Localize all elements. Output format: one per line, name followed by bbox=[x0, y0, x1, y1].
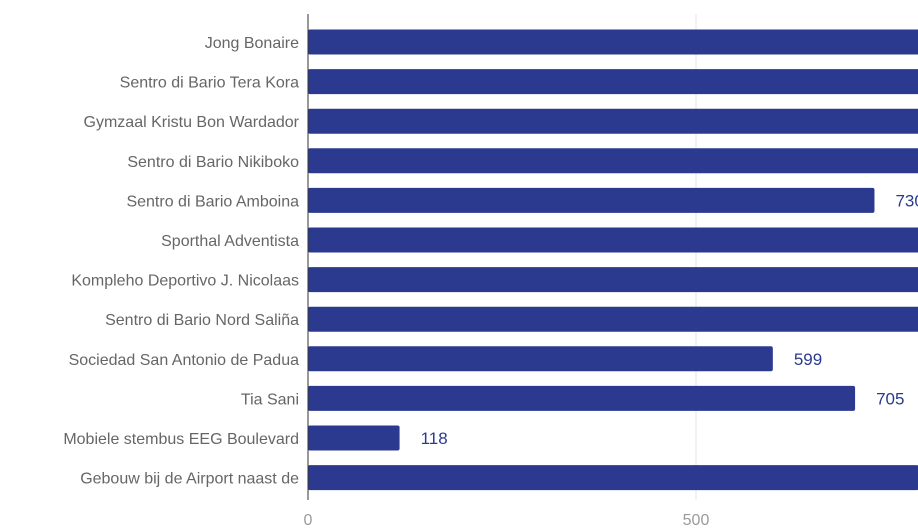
category-label-0: Jong Bonaire bbox=[205, 35, 299, 52]
bar-9 bbox=[308, 385, 856, 411]
category-label-1: Sentro di Bario Tera Kora bbox=[120, 75, 299, 92]
category-label-10: Mobiele stembus EEG Boulevard bbox=[63, 431, 299, 448]
category-label-6: Kompleho Deportivo J. Nicolaas bbox=[71, 273, 299, 290]
x-tick-label-0: 0 bbox=[304, 512, 313, 529]
bar-3 bbox=[308, 148, 918, 174]
category-label-3: Sentro di Bario Nikiboko bbox=[127, 154, 299, 171]
category-label-8: Sociedad San Antonio de Padua bbox=[69, 352, 300, 369]
gridlines bbox=[695, 14, 697, 500]
bar-2 bbox=[308, 108, 918, 134]
x-tick-label-1: 500 bbox=[683, 512, 710, 529]
bar-6 bbox=[308, 267, 918, 293]
bar-0 bbox=[308, 29, 918, 55]
category-label-7: Sentro di Bario Nord Saliña bbox=[105, 312, 299, 329]
bar-5 bbox=[308, 227, 918, 253]
category-labels: Jong Bonaire Sentro di Bario Tera Kora Gym… bbox=[63, 35, 299, 488]
value-label-10: 118 bbox=[421, 429, 448, 448]
category-label-11: Gebouw bij de Airport naast de bbox=[80, 471, 299, 488]
category-label-2: Gymzaal Kristu Bon Wardador bbox=[84, 114, 300, 131]
value-label-8: 599 bbox=[794, 350, 822, 369]
category-label-9: Tia Sani bbox=[241, 391, 299, 408]
bar-4 bbox=[308, 187, 875, 213]
value-label-4: 730 bbox=[895, 191, 918, 210]
value-labels: 1.2879988891.0047307981.3931.18059970511… bbox=[421, 191, 918, 448]
bar-1 bbox=[308, 69, 918, 95]
value-label-9: 705 bbox=[876, 389, 904, 408]
category-label-5: Sporthal Adventista bbox=[161, 233, 299, 250]
bar-10 bbox=[308, 425, 400, 451]
bar-7 bbox=[308, 306, 918, 332]
x-tick-labels: 05001.0001.500 bbox=[304, 512, 710, 529]
bars bbox=[308, 29, 918, 491]
bar-11 bbox=[308, 465, 918, 491]
category-label-4: Sentro di Bario Amboina bbox=[126, 193, 299, 210]
bar-8 bbox=[308, 346, 773, 372]
